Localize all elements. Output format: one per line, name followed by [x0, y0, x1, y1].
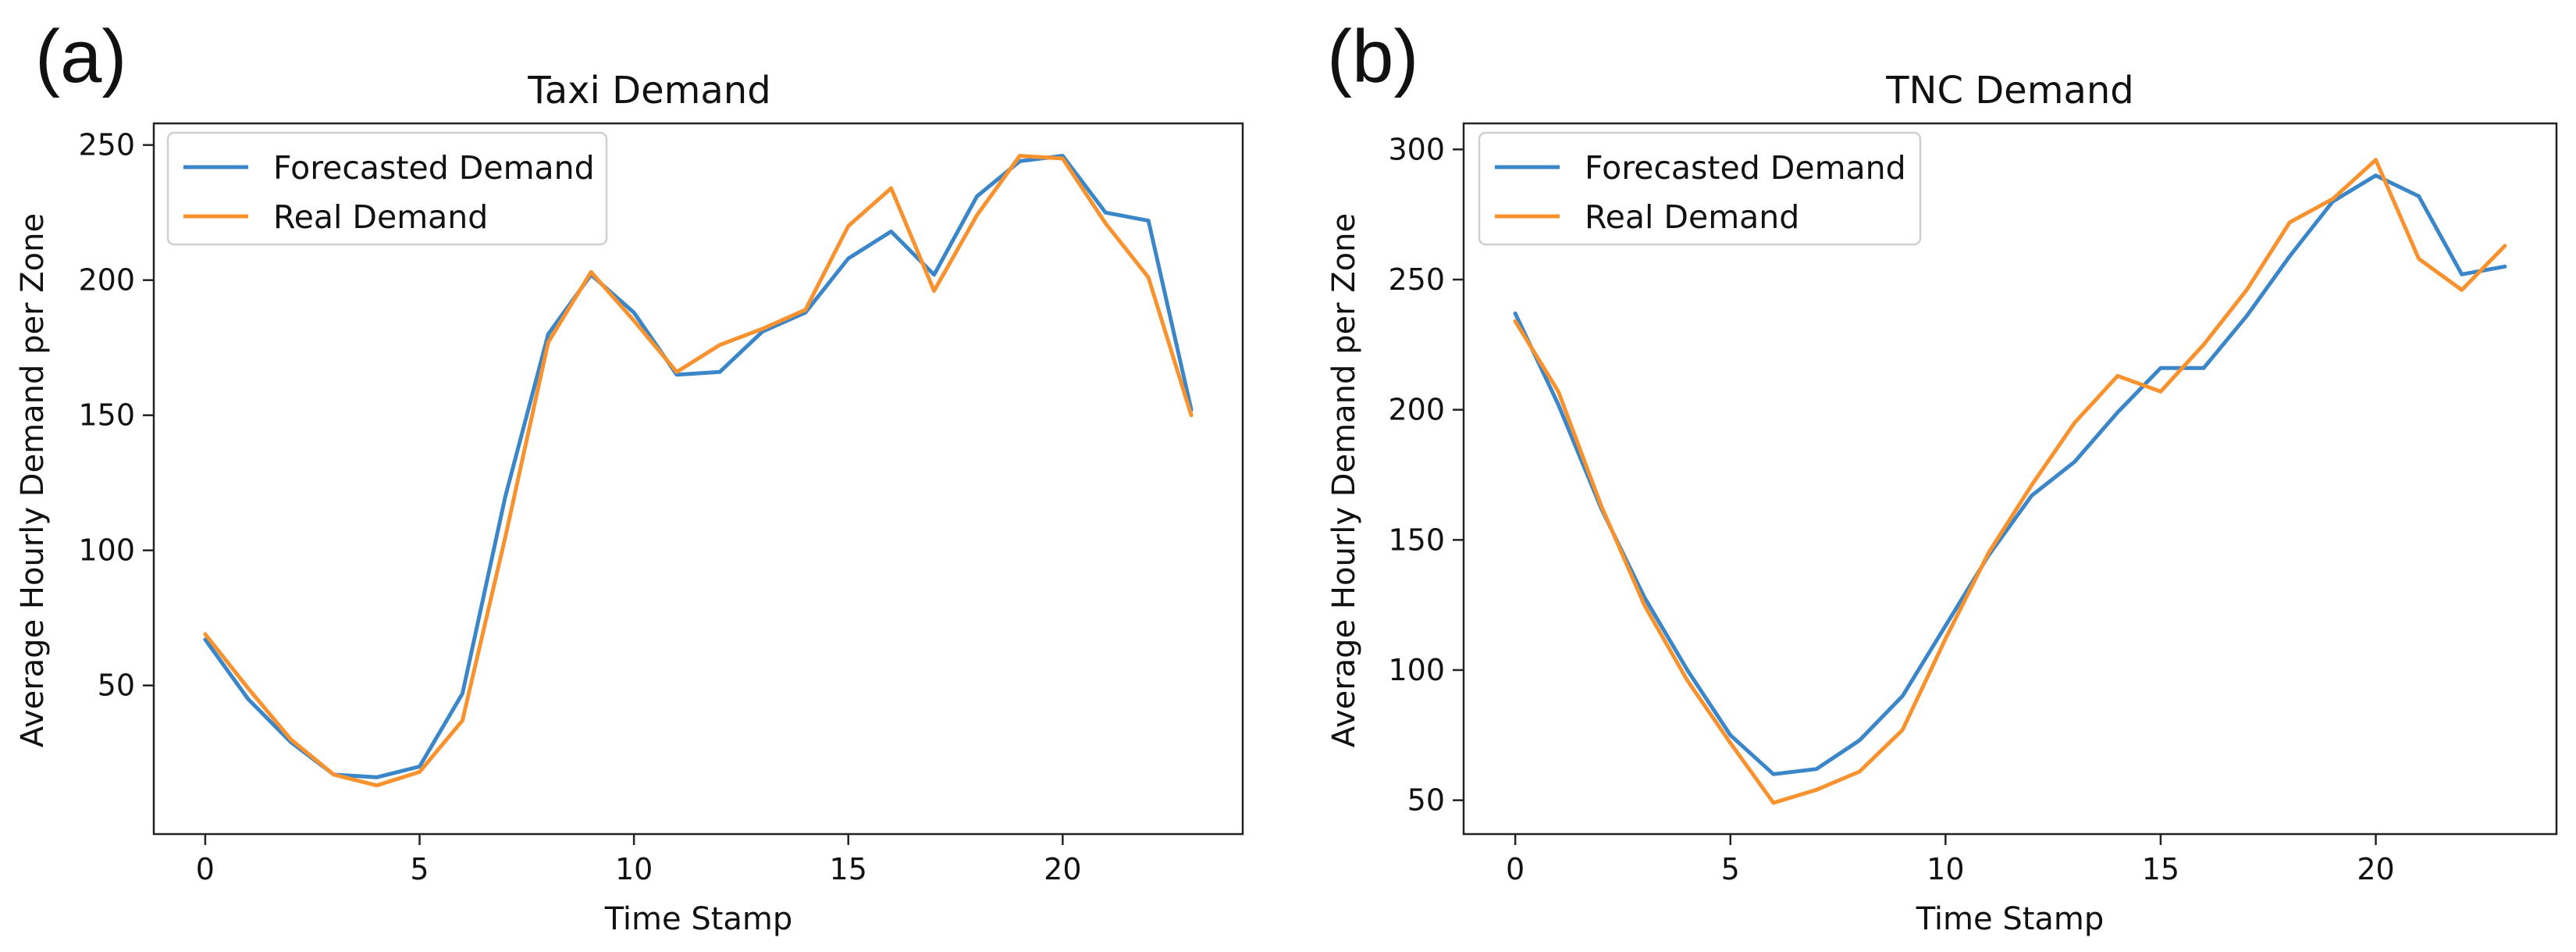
x-tick-label: 20 [2357, 852, 2394, 886]
legend-box [1478, 131, 1922, 246]
panel-label: (b) [1327, 15, 1418, 98]
x-tick-label: 0 [196, 852, 215, 886]
legend-label-forecasted: Forecasted Demand [1585, 149, 1906, 187]
y-tick-label: 50 [1407, 783, 1445, 818]
plot-frame [152, 122, 1244, 836]
y-tick-label: 150 [78, 398, 135, 433]
series-line-real-demand [1513, 158, 2507, 805]
legend-label-real: Real Demand [273, 198, 488, 236]
series-line-forecasted-demand [203, 154, 1194, 779]
series-line-real-demand [203, 154, 1194, 788]
y-tick-label: 300 [1388, 132, 1445, 166]
y-tick-label: 100 [1388, 653, 1445, 687]
x-tick-label: 10 [1927, 852, 1964, 886]
y-tick-label: 50 [98, 669, 135, 703]
y-tick-label: 200 [1388, 393, 1445, 427]
legend: Forecasted Demand Real Demand [166, 131, 608, 246]
x-tick-label: 10 [615, 852, 653, 886]
axis-ticks: 0 5 10 15 20 50 100 150 200 250 300 [1388, 132, 2394, 886]
y-tick-label: 250 [1388, 262, 1445, 297]
x-tick-label: 0 [1506, 852, 1525, 886]
chart-title: TNC Demand [1885, 69, 2134, 112]
series-group [203, 154, 1194, 788]
y-tick-label: 200 [78, 263, 135, 298]
legend: Forecasted Demand Real Demand [1478, 131, 1922, 246]
y-tick-label: 100 [78, 533, 135, 568]
plot-frame [1462, 122, 2558, 836]
panel-label: (a) [35, 15, 126, 98]
chart-title: Taxi Demand [527, 69, 770, 112]
series-line-forecasted-demand [1513, 173, 2507, 776]
panel-taxi-demand: (a) Taxi Demand 0 5 10 15 20 50 100 150 200 250 F… [15, 15, 1244, 937]
legend-label-real: Real Demand [1585, 198, 1799, 236]
y-axis-label: Average Hourly Demand per Zone [15, 213, 51, 747]
axis-ticks: 0 5 10 15 20 50 100 150 200 250 [78, 128, 1081, 886]
x-tick-label: 20 [1044, 852, 1081, 886]
x-axis-label: Time Stamp [1916, 901, 2105, 937]
panel-tnc-demand: (b) TNC Demand 0 5 10 15 20 50 100 150 200 250 300… [1326, 15, 2558, 937]
legend-box [166, 131, 608, 246]
y-tick-label: 150 [1388, 522, 1445, 557]
x-tick-label: 5 [410, 852, 429, 886]
x-tick-label: 5 [1721, 852, 1740, 886]
y-axis-label: Average Hourly Demand per Zone [1326, 213, 1362, 747]
x-tick-label: 15 [830, 852, 867, 886]
x-axis-label: Time Stamp [604, 901, 793, 937]
legend-label-forecasted: Forecasted Demand [273, 149, 595, 187]
y-tick-label: 250 [78, 128, 135, 162]
x-tick-label: 15 [2142, 852, 2179, 886]
series-group [1513, 158, 2507, 805]
